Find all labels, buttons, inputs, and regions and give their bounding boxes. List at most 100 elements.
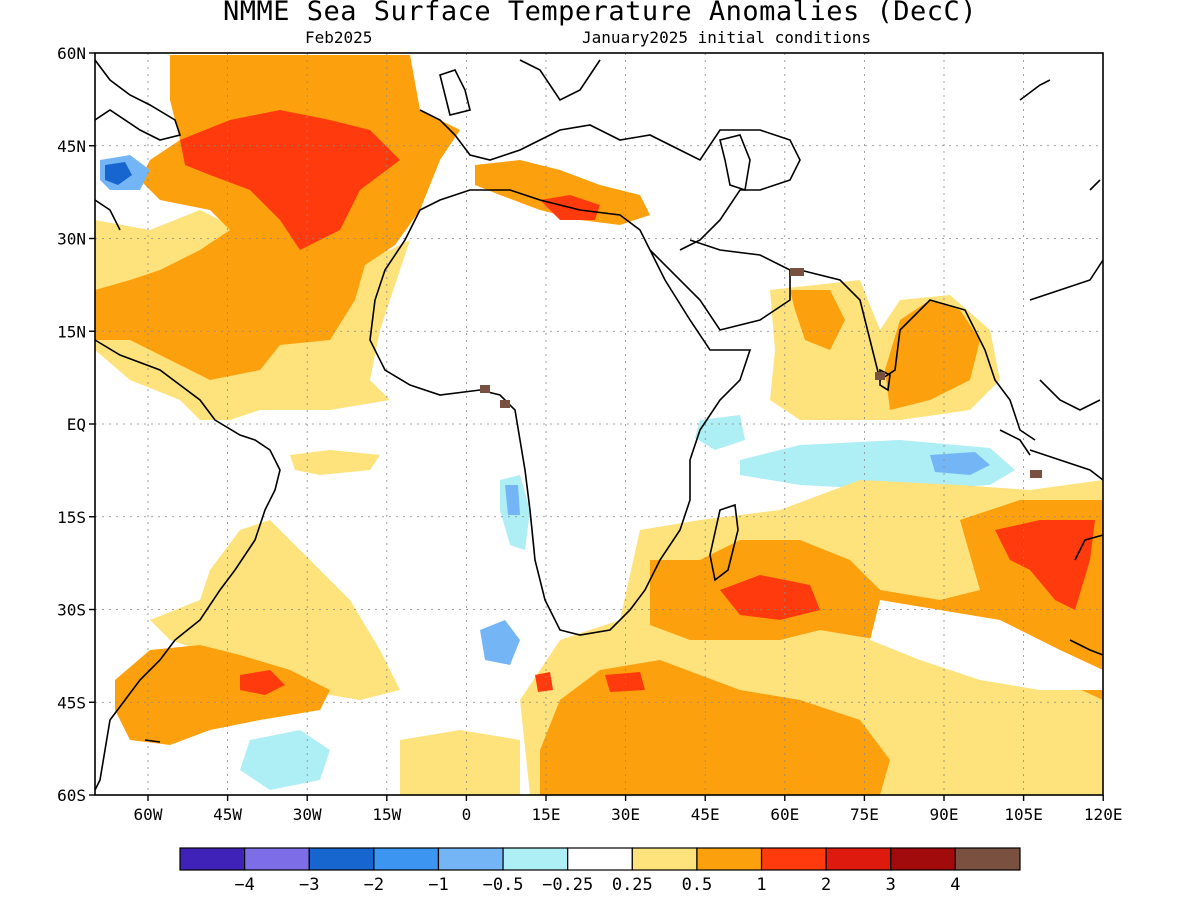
colorbar-label: −0.5 xyxy=(483,875,524,895)
w-australia-hot xyxy=(995,520,1095,610)
se-asia-coast xyxy=(1029,259,1103,481)
lon-label: 105E xyxy=(1004,805,1043,824)
colorbar-label: −3 xyxy=(299,875,319,895)
africa-coast xyxy=(369,189,752,636)
land-marker xyxy=(480,385,490,393)
s-indian-hot xyxy=(720,575,820,620)
indian-cool-band xyxy=(740,440,1015,490)
colorbar-label: 2 xyxy=(821,875,831,895)
madagascar xyxy=(709,503,739,582)
latitude-labels: 60N 45N 30N 15N EQ 15S 30S 45S 60S xyxy=(57,44,95,805)
europe-coast xyxy=(419,109,801,251)
indian-cool-core xyxy=(930,452,990,475)
british-isles xyxy=(439,69,471,116)
colorbar-label: 4 xyxy=(950,875,960,895)
colorbar-label: −4 xyxy=(234,875,254,895)
colorbar-label: 1 xyxy=(756,875,766,895)
mediterranean-warm xyxy=(475,160,650,225)
lat-label: 30N xyxy=(57,230,86,249)
colorbar-swatch xyxy=(502,847,569,871)
land-marker xyxy=(500,400,510,408)
coastlines xyxy=(95,59,1103,791)
colorbar-label: 0.5 xyxy=(682,875,713,895)
lat-label: 45S xyxy=(57,693,86,712)
arabia-coast xyxy=(649,239,791,331)
colorbar-label: 0.25 xyxy=(612,875,653,895)
land-marker xyxy=(875,372,885,380)
land-marker xyxy=(1030,470,1042,478)
lat-label: 60N xyxy=(57,44,86,63)
s-atlantic-hot xyxy=(240,670,285,695)
colorbar-swatch xyxy=(567,847,633,871)
caspian xyxy=(719,134,751,192)
colorbar-label: −2 xyxy=(364,875,384,895)
lon-label: 15E xyxy=(532,805,561,824)
colorbar-swatch xyxy=(890,847,956,871)
anomaly-shading xyxy=(95,55,1103,795)
valid-month-label: Feb2025 xyxy=(305,28,373,47)
gulf-guinea-light xyxy=(290,450,380,475)
antarctic-peninsula xyxy=(144,739,161,743)
lon-label: 15W xyxy=(372,805,401,824)
lon-label: 45W xyxy=(213,805,242,824)
lon-label: 30E xyxy=(611,805,640,824)
nw-atlantic-cool-core xyxy=(105,162,132,185)
longitude-labels: 60W 45W 30W 15W 0 15E 30E 45E 60E 75E 90E 105E 120E xyxy=(134,795,1123,824)
lat-label: 45N xyxy=(57,137,86,156)
agulhas-hot xyxy=(535,672,553,692)
s-atlantic-cool xyxy=(240,730,330,790)
colorbar-label: −0.25 xyxy=(542,875,593,895)
s-ocean-light xyxy=(400,730,520,795)
lat-label: EQ xyxy=(67,415,86,434)
bay-bengal-warm xyxy=(885,300,980,410)
colorbar-swatch xyxy=(825,847,892,871)
colorbar: −4 −3 −2 −1 −0.5 −0.25 0.25 0.5 1 2 3 4 xyxy=(179,847,1021,895)
arabian-sea-warm xyxy=(790,290,845,350)
lon-label: 30W xyxy=(293,805,322,824)
colorbar-swatch xyxy=(373,847,440,871)
s-indian-deep-warm xyxy=(540,660,890,795)
s-indian-warm xyxy=(650,500,1103,700)
colorbar-swatch xyxy=(760,847,827,871)
lon-label: 120E xyxy=(1084,805,1123,824)
lon-label: 90E xyxy=(930,805,959,824)
colorbar-swatch xyxy=(437,847,504,871)
colorbar-swatch xyxy=(244,847,310,871)
s-atlantic-warm xyxy=(115,645,330,745)
australia-coast xyxy=(1069,534,1103,656)
land-marker xyxy=(790,268,804,276)
colorbar-swatch xyxy=(308,847,375,871)
scandinavia xyxy=(519,59,601,102)
lon-label: 0 xyxy=(462,805,472,824)
s-indian-white-gap xyxy=(870,600,1103,690)
angola-cool-core xyxy=(505,485,520,515)
japan-sakhalin xyxy=(1019,79,1101,191)
colorbar-swatch xyxy=(954,847,1021,871)
init-conditions-label: January2025 initial conditions xyxy=(582,28,871,47)
lat-label: 15S xyxy=(57,508,86,527)
lat-label: 30S xyxy=(57,601,86,620)
north-america-coast xyxy=(95,339,281,791)
graticule xyxy=(95,53,1103,795)
north-america-upper xyxy=(95,59,182,231)
colorbar-label: −1 xyxy=(428,875,448,895)
colorbar-swatch xyxy=(631,847,698,871)
s-atlantic-cool-spot xyxy=(480,620,520,665)
s-indian-red-spot xyxy=(605,672,645,692)
india-coast xyxy=(799,269,1036,441)
map-title: NMME Sea Surface Temperature Anomalies (… xyxy=(223,0,977,27)
colorbar-swatch xyxy=(696,847,763,871)
n-atlantic-hot xyxy=(180,110,400,250)
lon-label: 45E xyxy=(691,805,720,824)
lat-label: 60S xyxy=(57,786,86,805)
lon-label: 75E xyxy=(850,805,879,824)
sumatra xyxy=(999,429,1031,456)
w-indian-cool xyxy=(695,415,745,450)
lon-label: 60W xyxy=(134,805,163,824)
colorbar-label: 3 xyxy=(886,875,896,895)
land-markers xyxy=(480,268,1042,478)
lat-label: 15N xyxy=(57,322,86,341)
colorbar-swatch xyxy=(179,847,246,871)
lon-label: 60E xyxy=(770,805,799,824)
